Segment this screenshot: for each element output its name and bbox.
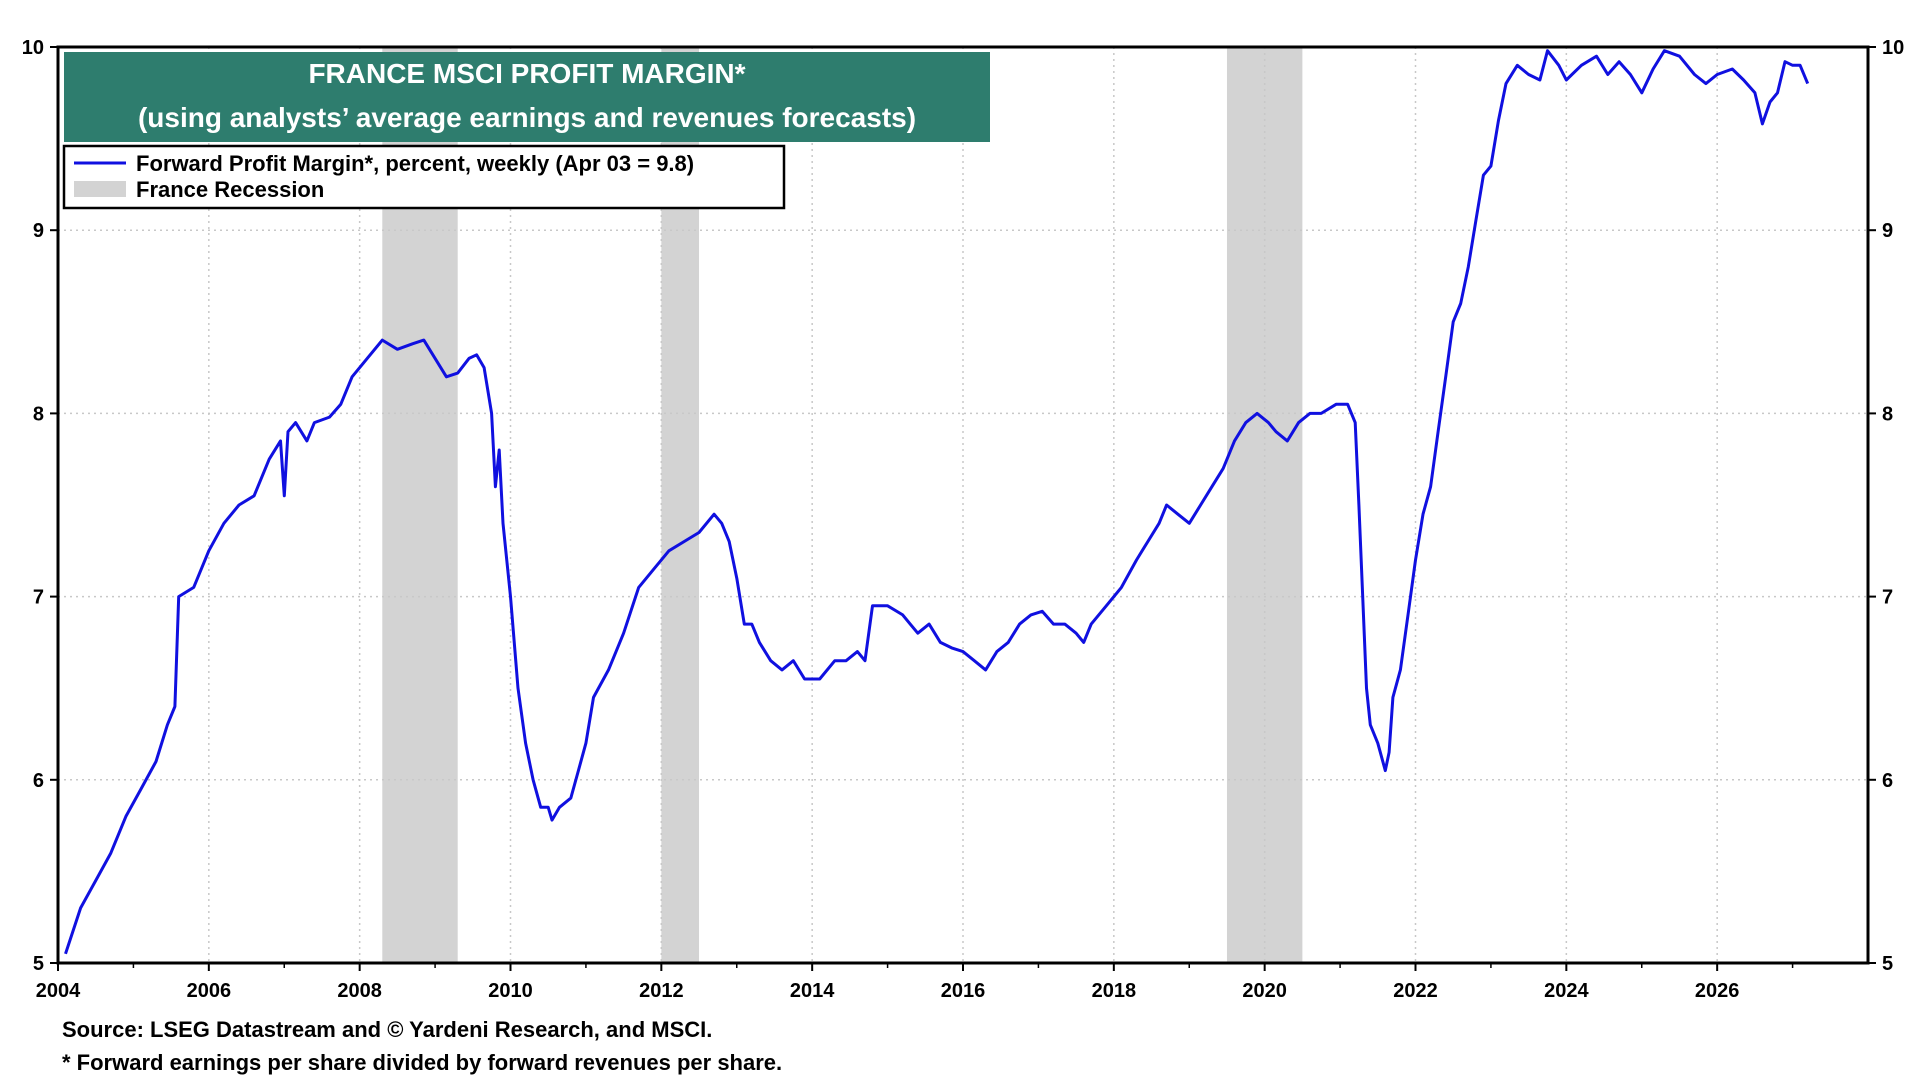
x-tick-label: 2012 <box>639 980 684 1002</box>
legend-label-series: Forward Profit Margin*, percent, weekly … <box>136 151 694 176</box>
legend-recession-swatch <box>74 181 126 197</box>
definition-note: * Forward earnings per share divided by … <box>62 1050 783 1075</box>
y-tick-label-left: 6 <box>33 770 44 792</box>
source-note: Source: LSEG Datastream and © Yardeni Re… <box>62 1017 713 1042</box>
x-tick-label: 2020 <box>1242 980 1287 1002</box>
x-tick-label: 2004 <box>36 980 81 1002</box>
x-tick-label: 2010 <box>488 980 533 1002</box>
x-tick-label: 2006 <box>187 980 232 1002</box>
series-layer <box>64 49 1810 955</box>
x-tick-label: 2018 <box>1092 980 1137 1002</box>
y-tick-label-right: 7 <box>1882 587 1893 609</box>
y-tick-label-right: 6 <box>1882 770 1893 792</box>
x-tick-label: 2014 <box>790 980 835 1002</box>
y-tick-label-left: 7 <box>33 587 44 609</box>
y-tick-label-right: 9 <box>1882 220 1893 242</box>
y-tick-label-right: 8 <box>1882 403 1893 425</box>
x-tick-label: 2024 <box>1544 980 1589 1002</box>
x-tick-label: 2008 <box>337 980 382 1002</box>
axes: 2004 2006 2008 2010 2012 2014 2016 2018 2020 2022… <box>22 37 1905 1002</box>
legend-label-recession: France Recession <box>136 177 324 202</box>
series-line-forward-profit-margin <box>64 49 1810 955</box>
legend: Forward Profit Margin*, percent, weekly … <box>62 144 786 210</box>
y-tick-label-left: 5 <box>33 953 44 975</box>
chart-title: FRANCE MSCI PROFIT MARGIN* <box>308 58 745 89</box>
x-tick-label: 2026 <box>1695 980 1740 1002</box>
chart-subtitle: (using analysts’ average earnings and re… <box>138 102 916 133</box>
grid-lines <box>58 47 1868 963</box>
title-box: FRANCE MSCI PROFIT MARGIN* (using analys… <box>64 52 990 142</box>
y-tick-label-left: 9 <box>33 220 44 242</box>
y-tick-label-left: 10 <box>22 37 44 59</box>
y-tick-label-right: 10 <box>1882 37 1904 59</box>
y-tick-label-right: 5 <box>1882 953 1893 975</box>
y-tick-label-left: 8 <box>33 403 44 425</box>
x-tick-label: 2022 <box>1393 980 1438 1002</box>
x-tick-label: 2016 <box>941 980 986 1002</box>
